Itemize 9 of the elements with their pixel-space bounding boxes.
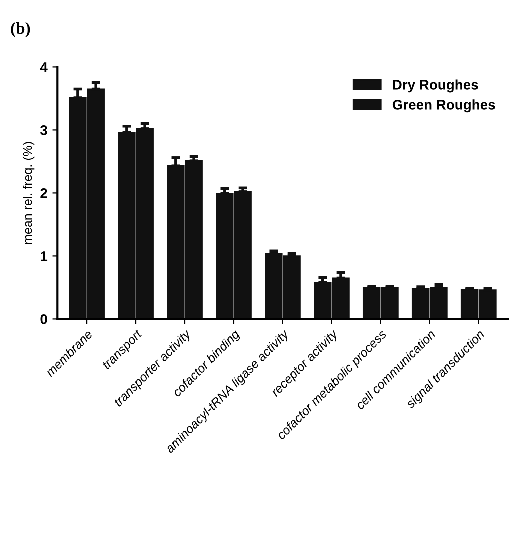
y-tick-label: 4 bbox=[40, 62, 48, 72]
y-tick-label: 1 bbox=[41, 252, 48, 262]
legend-label: Dry Roughes bbox=[393, 80, 478, 93]
y-tick-label: 0 bbox=[40, 314, 48, 324]
y-tick-label: 3 bbox=[40, 126, 48, 136]
y-tick-label: 2 bbox=[40, 188, 48, 198]
y-axis-title: mean rel. freq. (%) bbox=[22, 142, 35, 244]
legend-label: Green Roughes bbox=[392, 100, 496, 113]
chart-title: (b) bbox=[11, 22, 30, 38]
